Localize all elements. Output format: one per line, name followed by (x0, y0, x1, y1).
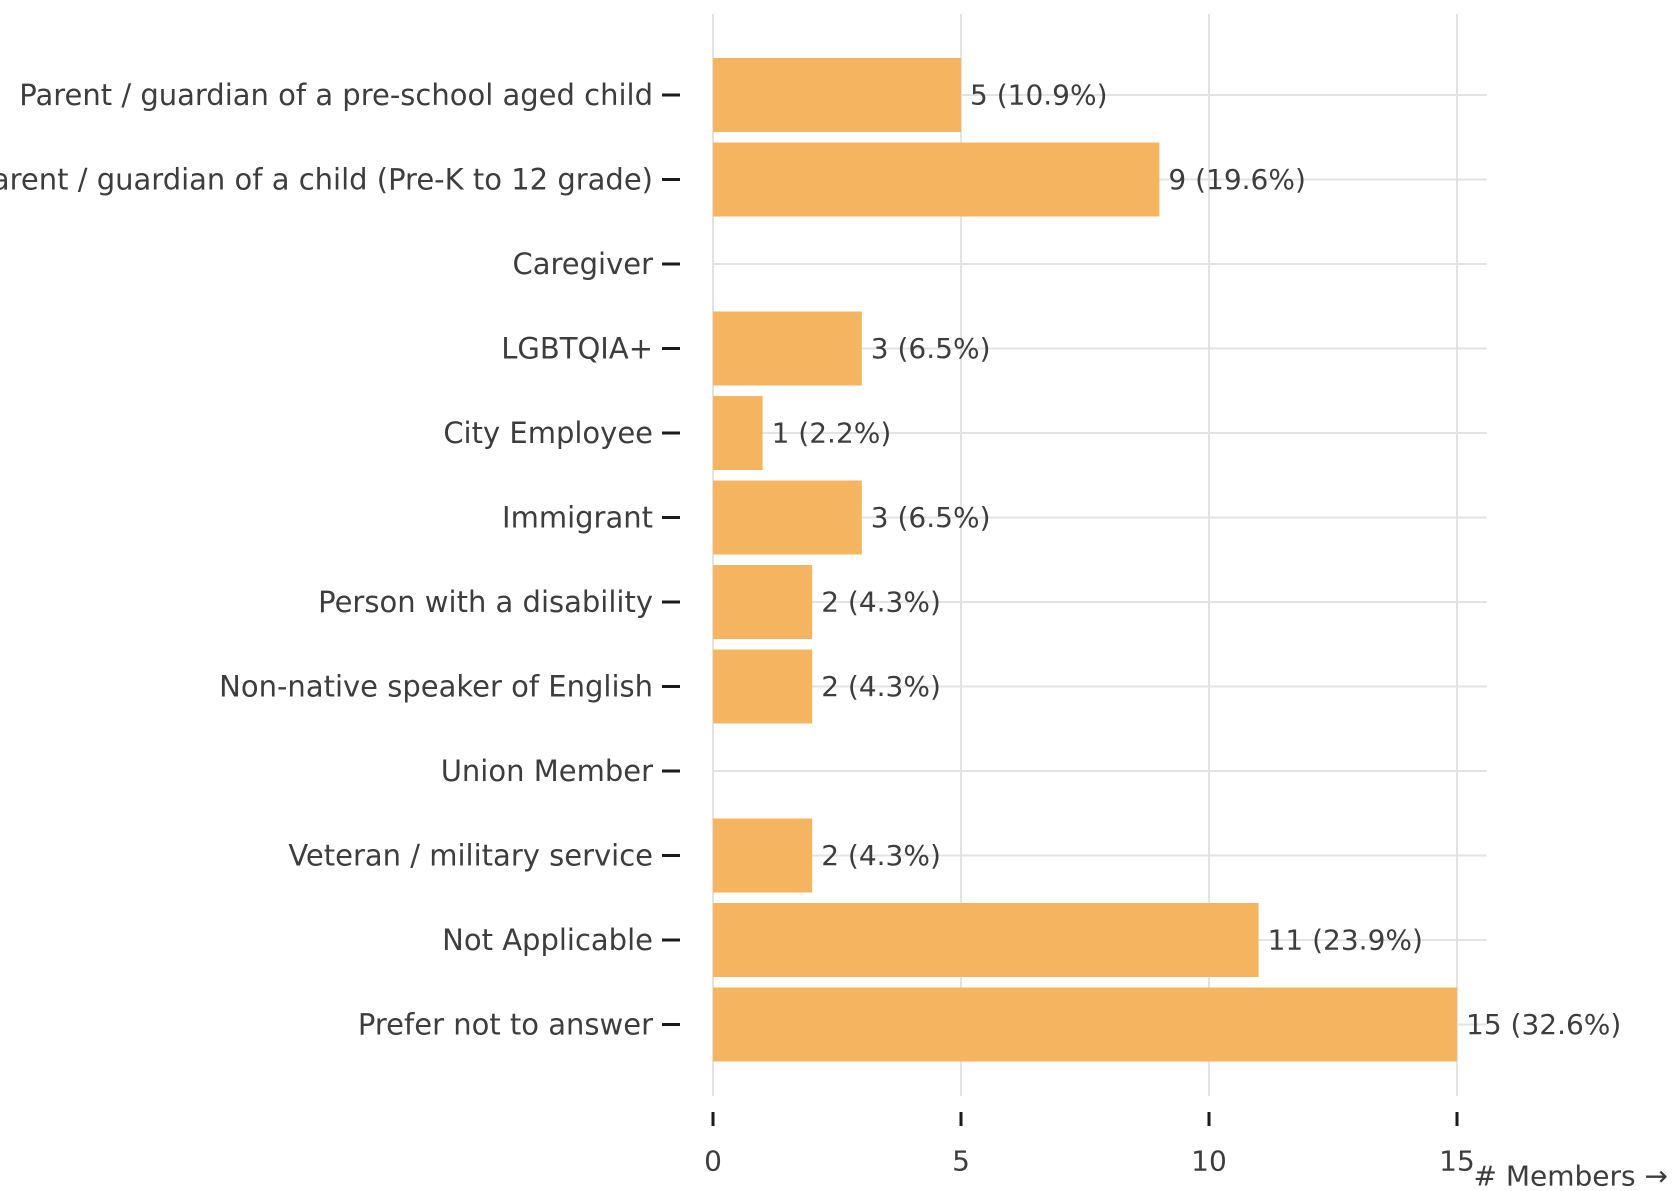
category-label: Not Applicable (442, 923, 653, 957)
bar (713, 311, 862, 386)
data-label: 11 (23.9%) (1268, 924, 1423, 957)
x-tick-label: 0 (704, 1145, 722, 1178)
category-labels: Parent / guardian of a pre-school aged c… (0, 78, 680, 1042)
bar (713, 903, 1259, 977)
data-labels: 5 (10.9%) 9 (19.6%) 3 (6.5%) 1 (2.2%) 3 (6.5… (772, 79, 1622, 1042)
data-label: 9 (19.6%) (1168, 163, 1306, 196)
category-label: Non-native speaker of English (219, 670, 653, 704)
category-label: Prefer not to answer (358, 1008, 653, 1042)
data-label: 2 (4.3%) (821, 839, 941, 872)
x-tick-label: 15 (1439, 1145, 1475, 1178)
data-label: 2 (4.3%) (821, 670, 941, 703)
bars (713, 58, 1457, 1062)
category-label: Veteran / military service (288, 839, 653, 873)
category-label: Person with a disability (318, 585, 653, 619)
category-label: Caregiver (512, 247, 653, 281)
x-axis-title: # Members → (1474, 1160, 1668, 1191)
x-tick-label: 5 (952, 1145, 970, 1178)
x-tick-label: 10 (1191, 1145, 1227, 1178)
data-label: 5 (10.9%) (970, 79, 1108, 112)
bar (713, 818, 813, 893)
bar (713, 480, 862, 555)
data-label: 3 (6.5%) (871, 332, 991, 365)
category-label: LGBTQIA+ (501, 332, 653, 366)
category-label: Parent / guardian of a child (Pre-K to 1… (0, 163, 653, 197)
bar (713, 565, 813, 639)
bar (713, 142, 1160, 217)
data-label: 3 (6.5%) (871, 501, 991, 534)
bar (713, 987, 1457, 1062)
category-label: Union Member (441, 754, 653, 788)
category-label: Parent / guardian of a pre-school aged c… (19, 78, 653, 112)
data-label: 15 (32.6%) (1466, 1008, 1621, 1041)
category-label: Immigrant (502, 501, 653, 535)
category-label: City Employee (443, 416, 653, 450)
data-label: 1 (2.2%) (772, 417, 892, 450)
data-label: 2 (4.3%) (821, 586, 941, 619)
bar (713, 58, 961, 132)
bar (713, 396, 763, 470)
bar (713, 649, 813, 724)
x-axis: 0 5 10 15# Members → (704, 1112, 1668, 1191)
